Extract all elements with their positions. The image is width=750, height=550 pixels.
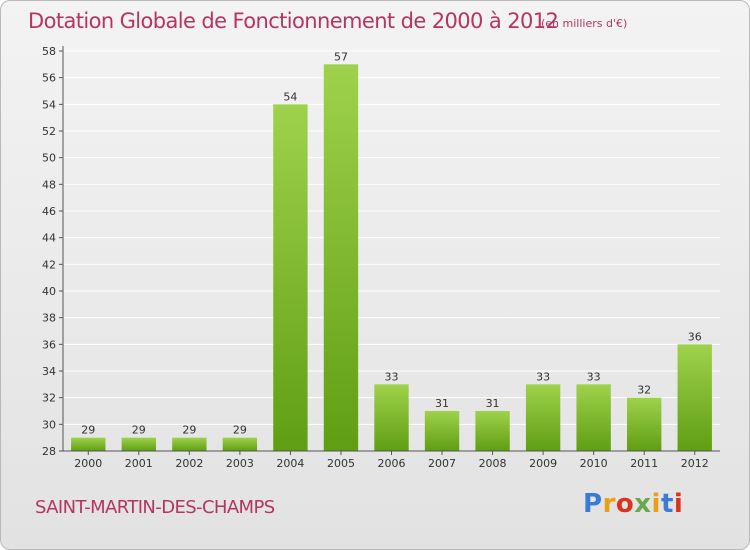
y-tick-label: 46 — [42, 205, 56, 218]
x-tick-label: 2007 — [428, 457, 456, 470]
y-tick-label: 56 — [42, 72, 56, 85]
chart-unit-note: (en milliers d'€) — [541, 17, 628, 30]
y-tick-label: 40 — [42, 285, 56, 298]
bar — [172, 437, 207, 451]
bar-value-label: 33 — [587, 370, 601, 383]
logo-letter: o — [615, 489, 635, 519]
bar — [273, 104, 308, 451]
bar-value-label: 29 — [81, 424, 95, 437]
y-tick-label: 54 — [42, 98, 56, 111]
y-tick-label: 42 — [42, 258, 56, 271]
x-tick-label: 2008 — [479, 457, 507, 470]
bar-value-label: 33 — [536, 370, 550, 383]
bar — [323, 64, 359, 452]
x-tick-label: 2011 — [630, 457, 658, 470]
x-tick-label: 2006 — [378, 457, 406, 470]
y-tick-label: 36 — [42, 338, 56, 351]
bar-value-label: 31 — [486, 397, 500, 410]
x-tick-label: 2009 — [529, 457, 557, 470]
logo-letter: i — [673, 489, 684, 519]
proxiti-logo: Proxiti — [583, 489, 683, 519]
y-tick-label: 28 — [42, 445, 56, 458]
bars: 29 29 29 29 54 57 33 31 31 33 33 32 36 — [71, 50, 712, 452]
chart-title: Dotation Globale de Fonctionnement de 20… — [28, 9, 559, 33]
bar-value-label: 54 — [283, 90, 297, 103]
bar-value-label: 29 — [182, 424, 196, 437]
y-tick-label: 38 — [42, 312, 56, 325]
axes: 28 30 32 34 36 38 40 42 44 46 48 50 52 54 56 58 2000 2001… — [42, 45, 720, 470]
bar-value-label: 31 — [435, 397, 449, 410]
x-tick-label: 2005 — [327, 457, 355, 470]
x-tick-label: 2012 — [681, 457, 709, 470]
logo-letter: i — [651, 489, 661, 519]
y-tick-label: 48 — [42, 178, 56, 191]
bar — [424, 411, 460, 451]
y-tick-label: 52 — [42, 125, 56, 138]
x-tick-label: 2003 — [226, 457, 254, 470]
y-tick-label: 34 — [42, 365, 56, 378]
x-tick-label: 2000 — [74, 457, 102, 470]
bar — [475, 411, 510, 451]
bar — [677, 344, 712, 451]
bar-value-label: 29 — [132, 424, 146, 437]
y-tick-label: 32 — [42, 392, 56, 405]
x-tick-label: 2002 — [175, 457, 203, 470]
y-tick-label: 30 — [42, 418, 56, 431]
bar — [71, 437, 106, 451]
commune-name: SAINT-MARTIN-DES-CHAMPS — [35, 497, 275, 518]
logo-letter: x — [634, 489, 652, 519]
logo-letter: P — [583, 489, 603, 519]
bar — [576, 384, 611, 451]
bar — [121, 437, 156, 451]
bar — [374, 384, 409, 451]
y-tick-label: 50 — [42, 152, 56, 165]
bar-value-label: 57 — [334, 50, 348, 63]
bar — [222, 437, 258, 451]
bar — [627, 397, 662, 451]
x-tick-label: 2010 — [580, 457, 608, 470]
x-tick-label: 2004 — [276, 457, 304, 470]
x-tick-label: 2001 — [125, 457, 153, 470]
logo-letter: t — [660, 489, 674, 519]
bar-value-label: 29 — [233, 424, 247, 437]
bar-value-label: 33 — [385, 370, 399, 383]
bar-value-label: 36 — [688, 330, 702, 343]
y-tick-label: 58 — [42, 45, 56, 58]
bar-value-label: 32 — [637, 384, 651, 397]
y-tick-label: 44 — [42, 232, 56, 245]
logo-letter: r — [602, 489, 616, 519]
bar — [525, 384, 561, 451]
